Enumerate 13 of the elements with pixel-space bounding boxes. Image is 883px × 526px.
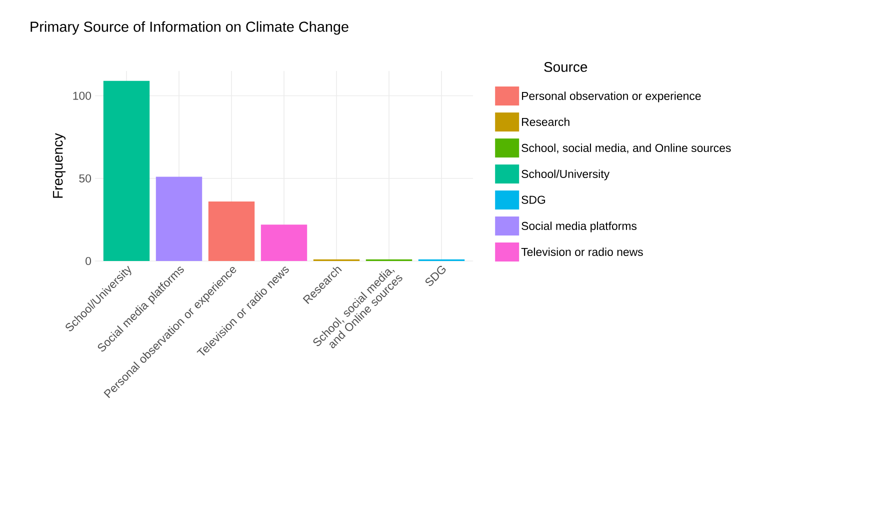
legend-label: School, social media, and Online sources (522, 144, 731, 154)
y-tick-label: 0 (86, 256, 92, 266)
legend-label: School/University (522, 170, 610, 180)
y-tick-label: 100 (73, 92, 92, 100)
legend-label: Research (522, 118, 570, 126)
y-tick-label: 50 (79, 174, 92, 182)
chart-title: Primary Source of Information on Climate Change (30, 21, 348, 35)
legend-label: Social media platforms (522, 222, 637, 232)
legend-label: Personal observation or experience (522, 92, 701, 102)
legend-label: SDG (522, 196, 546, 204)
legend-label: Television or radio news (521, 248, 643, 256)
legend-title: Source (544, 62, 588, 72)
y-axis-title: Frequency (53, 133, 66, 198)
